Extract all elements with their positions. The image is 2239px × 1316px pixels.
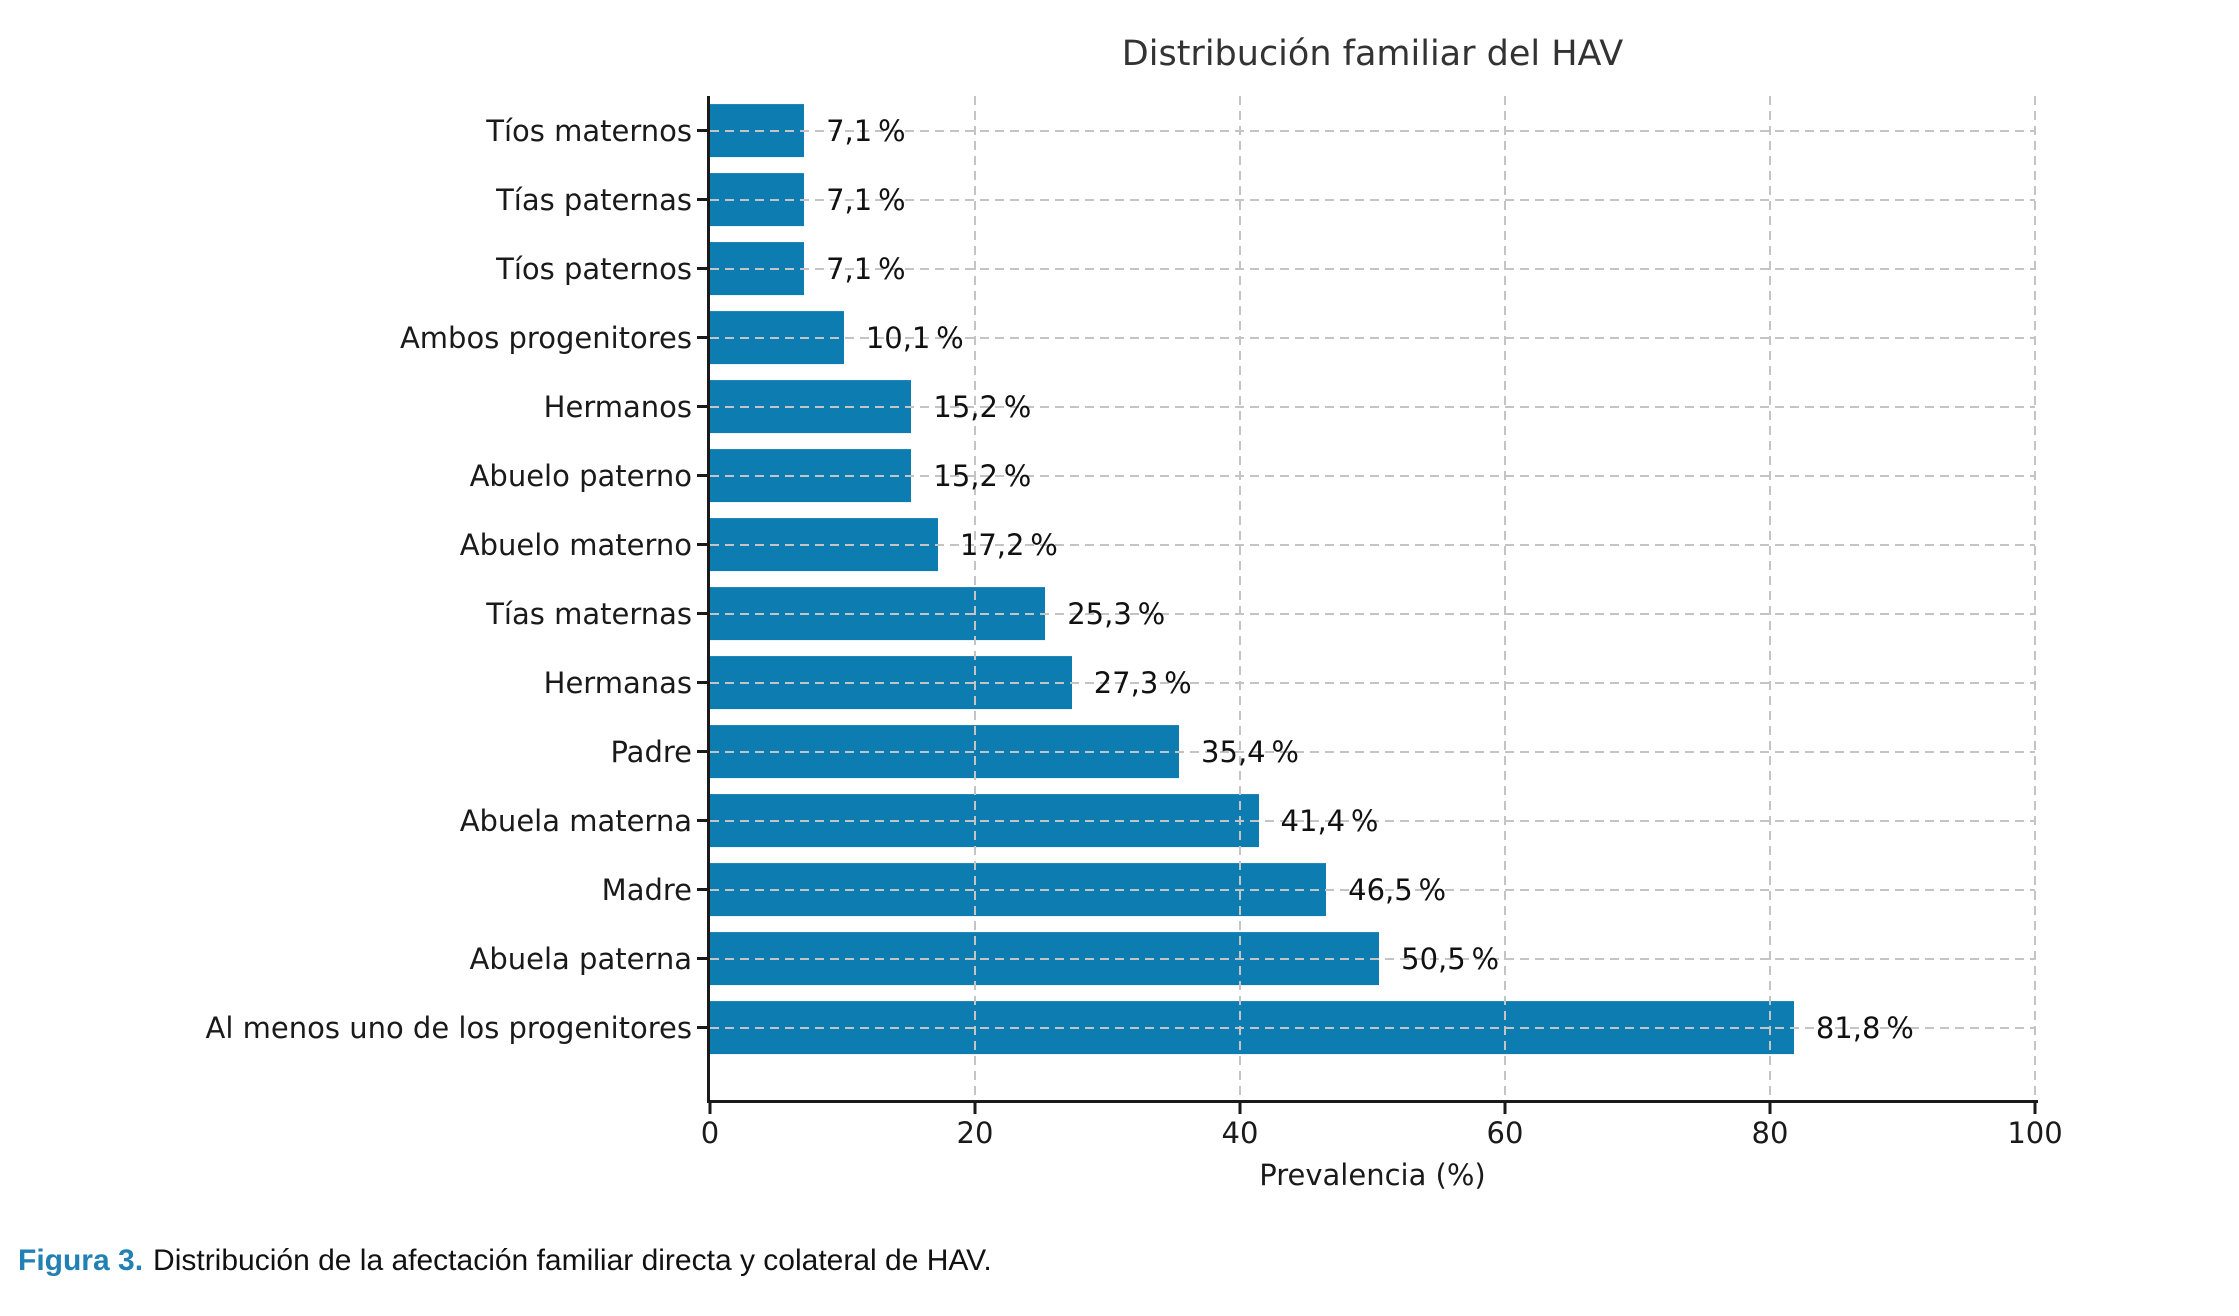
y-tick-mark [697,956,710,960]
value-label: 7,1 % [826,113,906,148]
category-label: Abuela paterna [469,941,692,976]
category-label: Tíos paternos [496,251,692,286]
y-tick-mark [697,611,710,615]
horizontal-gridline [710,198,2035,201]
value-label: 35,4 % [1201,734,1299,769]
vertical-gridline [1239,96,1241,1100]
figure-caption: Figura 3. Distribución de la afectación f… [18,1244,992,1278]
x-tick-label: 40 [1221,1116,1259,1150]
value-label: 27,3 % [1093,665,1192,700]
bar-row: Hermanos 15,2 % [544,372,2035,441]
value-label: 25,3 % [1067,596,1166,631]
figure-caption-text: Distribución de la afectación familiar d… [153,1244,992,1277]
y-axis-spine [707,96,710,1103]
bar-row: Abuelo paterno 15,2 % [470,441,2035,510]
x-tick-mark [708,1103,712,1114]
value-label: 50,5 % [1401,941,1500,976]
bar-row: Padre 35,4 % [611,717,2035,786]
x-tick-mark [2033,1103,2037,1114]
y-tick-mark [697,887,710,891]
value-label: 7,1 % [826,251,906,286]
value-label: 41,4 % [1280,803,1379,838]
category-label: Abuelo materno [459,527,692,562]
value-label: 17,2 % [959,527,1058,562]
category-label: Hermanos [543,389,692,424]
bar-row: Tías paternas 7,1 % [496,165,2035,234]
horizontal-gridline [710,474,2035,477]
bar-row: Tíos paternos 7,1 % [496,234,2035,303]
y-tick-mark [697,542,710,546]
y-tick-mark [697,197,710,201]
category-label: Hermanas [543,665,692,700]
horizontal-gridline [710,681,2035,684]
x-tick-label: 60 [1486,1116,1524,1150]
x-axis-spine [707,1100,2038,1103]
value-label: 81,8 % [1815,1010,1914,1045]
category-label: Tías maternas [486,596,692,631]
x-tick-mark [1503,1103,1507,1114]
horizontal-gridline [710,267,2035,270]
category-label: Padre [610,734,693,769]
x-tick-label: 20 [956,1116,994,1150]
y-tick-mark [697,818,710,822]
bar-row: Abuela materna 41,4 % [460,786,2035,855]
category-label: Abuela materna [459,803,692,838]
category-label: Madre [601,872,692,907]
value-label: 7,1 % [826,182,906,217]
bar-row: Abuelo materno 17,2 % [460,510,2035,579]
value-label: 15,2 % [933,458,1032,493]
bar-row: Tías maternas 25,3 % [486,579,2035,648]
category-label: Ambos progenitores [399,320,692,355]
y-tick-mark [697,404,710,408]
horizontal-gridline [710,543,2035,546]
x-tick-mark [1238,1103,1242,1114]
x-tick-mark [1768,1103,1772,1114]
bar-row: Abuela paterna 50,5 % [470,924,2035,993]
bar-row: Ambos progenitores 10,1 % [400,303,2035,372]
horizontal-gridline [710,819,2035,822]
horizontal-gridline [710,336,2035,339]
value-label: 10,1 % [865,320,964,355]
y-tick-mark [697,680,710,684]
category-label: Tías paternas [496,182,692,217]
y-tick-mark [697,128,710,132]
value-label: 46,5 % [1348,872,1447,907]
vertical-gridline [2034,96,2036,1100]
horizontal-gridline [710,1026,2035,1029]
y-tick-mark [697,749,710,753]
horizontal-gridline [710,405,2035,408]
horizontal-gridline [710,129,2035,132]
x-tick-label: 80 [1751,1116,1789,1150]
category-label: Abuelo paterno [469,458,692,493]
value-label: 15,2 % [933,389,1032,424]
y-tick-mark [697,1025,710,1029]
vertical-gridline [974,96,976,1100]
y-tick-mark [697,473,710,477]
horizontal-gridline [710,612,2035,615]
vertical-gridline [1769,96,1771,1100]
bar-row: Al menos uno de los progenitores 81,8 % [206,993,2035,1062]
y-tick-mark [697,335,710,339]
bar-row: Hermanas 27,3 % [544,648,2035,717]
horizontal-gridline [710,888,2035,891]
x-axis-label: Prevalencia (%) [1259,1158,1486,1192]
category-label: Tíos maternos [486,113,692,148]
y-tick-mark [697,266,710,270]
x-tick-label: 100 [2007,1116,2063,1150]
x-tick-mark [973,1103,977,1114]
bar-row: Tíos maternos 7,1 % [486,96,2035,165]
plot-area: Tíos maternos 7,1 % Tías paternas 7,1 % Tíos… [206,96,2036,1100]
chart-title: Distribución familiar del HAV [1121,34,1624,74]
category-label: Al menos uno de los progenitores [205,1010,692,1045]
figure-caption-label: Figura 3. [18,1244,144,1277]
bar-rows: Tíos maternos 7,1 % Tías paternas 7,1 % Tíos… [206,96,2035,1062]
x-tick-label: 0 [700,1116,720,1150]
horizontal-gridline [710,750,2035,753]
vertical-gridline [1504,96,1506,1100]
horizontal-gridline [710,957,2035,960]
bar-row: Madre 46,5 % [602,855,2035,924]
